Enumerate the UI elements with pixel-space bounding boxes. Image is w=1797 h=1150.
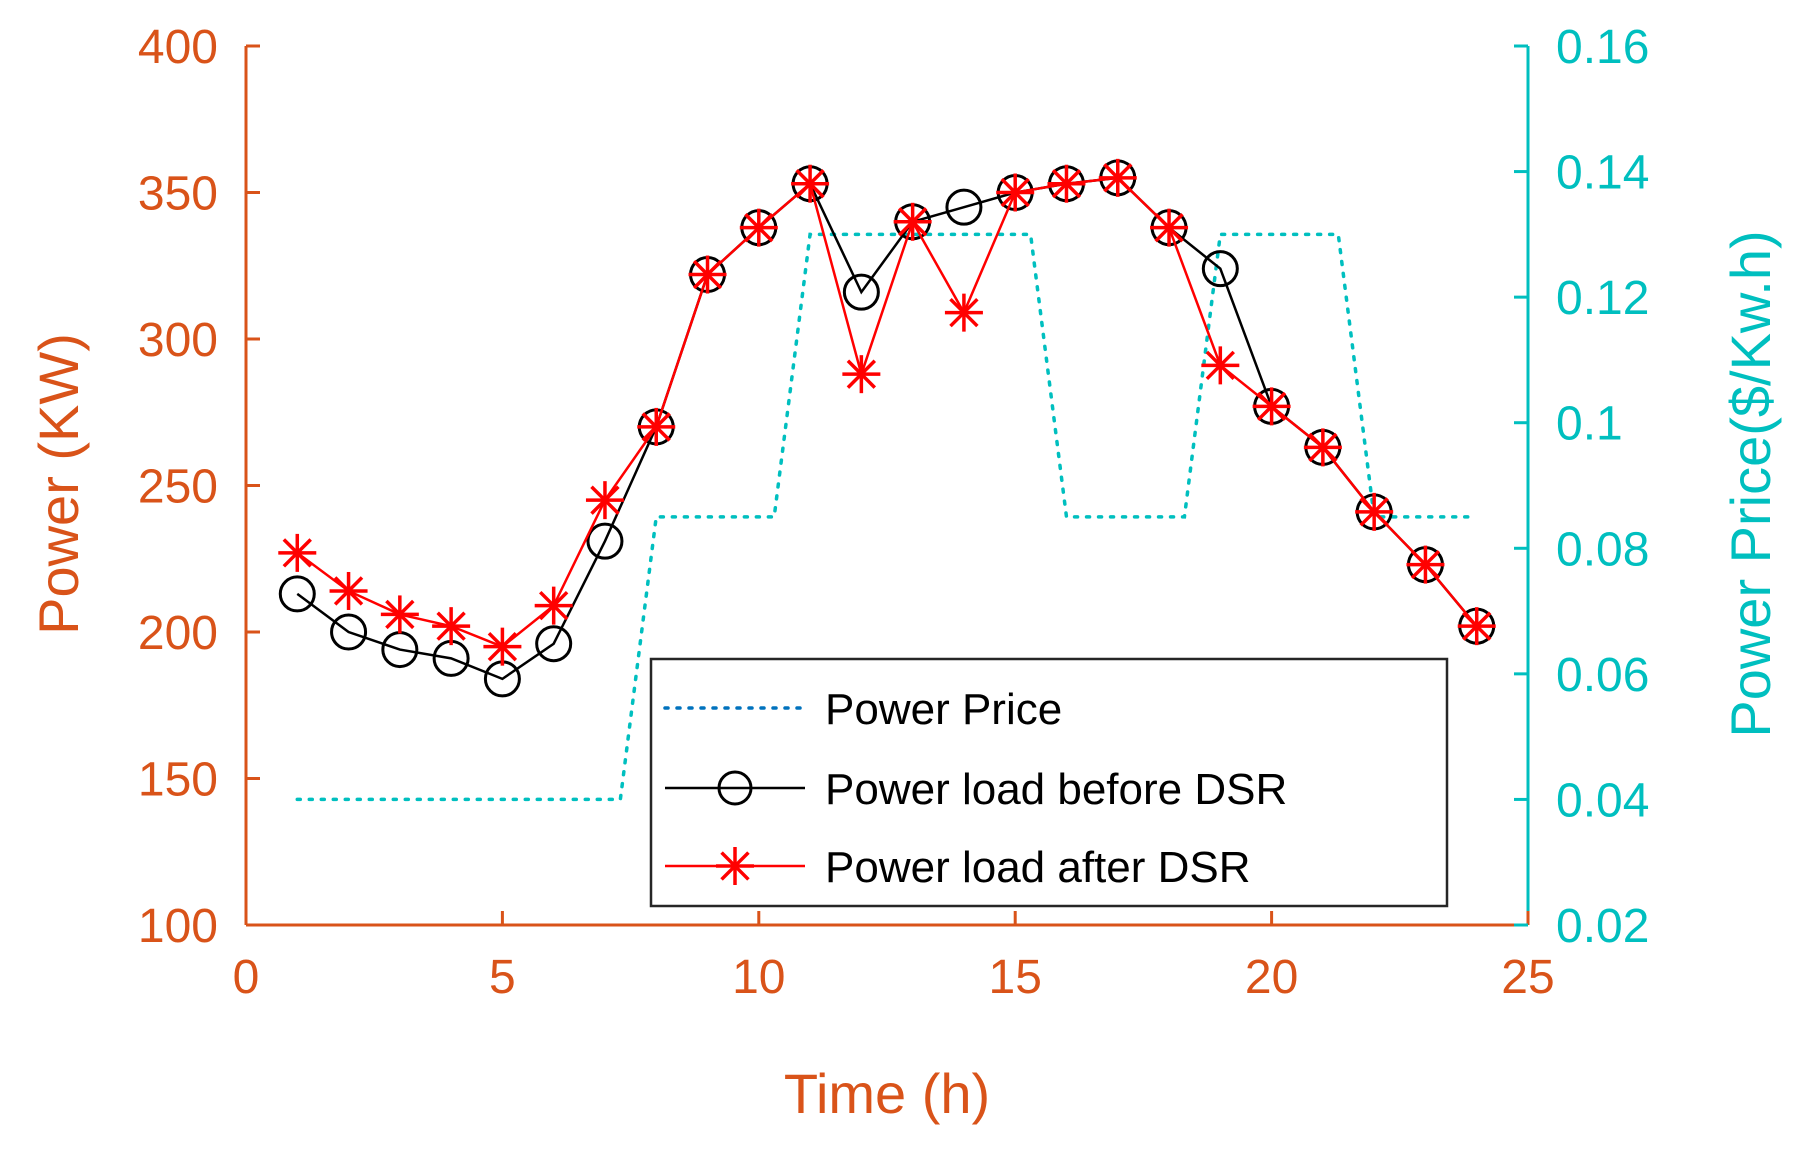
after-point — [1201, 346, 1240, 385]
after-point-stroke — [1462, 611, 1492, 641]
legend-price-label: Power Price — [825, 685, 1062, 734]
y-left-axis-title: Power (KW) — [27, 333, 90, 635]
after-point — [380, 595, 419, 634]
after-line — [296, 176, 1478, 649]
after-point — [1150, 208, 1189, 247]
before-point — [330, 613, 368, 651]
after-series — [278, 158, 1496, 666]
after-point-stroke — [1256, 391, 1287, 422]
after-point — [791, 164, 830, 203]
after-point-stroke — [1308, 432, 1338, 463]
before-point — [586, 522, 624, 560]
after-point-stroke — [282, 538, 312, 568]
axes: 0 5 10 15 20 25 100 150 200 250 300 350 400 0.02 0.04 0… — [138, 21, 1650, 1004]
y-right-tick-label: 0.08 — [1556, 523, 1649, 576]
after-point-stroke — [1410, 549, 1441, 580]
after-point — [483, 627, 522, 666]
after-point — [637, 407, 676, 446]
before-point — [842, 273, 880, 311]
x-tick-label: 15 — [989, 951, 1042, 1004]
legend-after-marker — [716, 847, 754, 885]
y-right-tick-label: 0.04 — [1556, 774, 1649, 827]
y-left-tick-label: 300 — [138, 314, 218, 367]
y-right-tick-label: 0.16 — [1556, 21, 1649, 74]
after-point — [1252, 387, 1291, 426]
legend-before-marker — [717, 770, 753, 806]
y-left-tick-label: 200 — [138, 607, 218, 660]
after-point — [1406, 545, 1445, 584]
after-point-stroke — [436, 611, 466, 641]
x-tick-label: 25 — [1501, 951, 1554, 1004]
before-point — [1201, 250, 1239, 288]
after-point-stroke — [1205, 350, 1235, 381]
legend: Power Price Power load before DSR Power … — [649, 657, 1449, 908]
after-point — [329, 571, 368, 610]
after-point-stroke — [539, 590, 569, 621]
y-right-tick-label: 0.02 — [1556, 900, 1649, 953]
after-point — [842, 355, 881, 394]
y-right-tick-label: 0.1 — [1556, 398, 1623, 451]
x-tick-label: 5 — [489, 951, 516, 1004]
before-point — [278, 575, 316, 613]
after-point — [1457, 607, 1496, 646]
price-line — [295, 232, 1479, 802]
x-axis-title: Time (h) — [784, 1062, 990, 1125]
legend-after-asterisk-stroke — [720, 851, 750, 881]
after-point — [739, 208, 778, 247]
after-point — [534, 586, 573, 625]
after-point-stroke — [1359, 497, 1389, 527]
after-point-stroke — [692, 259, 723, 290]
after-point-stroke — [1154, 212, 1184, 243]
y-left-tick-label: 100 — [138, 900, 218, 953]
y-right-tick-label: 0.12 — [1556, 272, 1649, 325]
legend-after-label: Power load after DSR — [825, 843, 1251, 892]
after-point-stroke — [385, 599, 415, 630]
y-left-tick-label: 250 — [138, 461, 218, 514]
price-series — [295, 232, 1479, 802]
after-point — [1303, 428, 1342, 467]
after-point-stroke — [487, 631, 518, 662]
after-point-stroke — [590, 485, 620, 515]
after-point-stroke — [641, 412, 671, 442]
before-point — [535, 625, 573, 663]
after-point-stroke — [333, 576, 364, 606]
x-tick-label: 10 — [732, 951, 785, 1004]
after-point — [432, 607, 471, 646]
after-point — [1098, 158, 1137, 197]
after-point — [585, 481, 624, 520]
y-right-tick-label: 0.14 — [1556, 147, 1649, 200]
legend-before-label: Power load before DSR — [825, 765, 1287, 814]
after-point-stroke — [1103, 163, 1133, 193]
after-point-stroke — [1051, 169, 1082, 199]
after-point-stroke — [795, 169, 825, 199]
y-right-tick-label: 0.06 — [1556, 649, 1649, 702]
x-tick-label: 0 — [233, 951, 260, 1004]
before-point — [945, 188, 983, 226]
after-point — [278, 533, 317, 572]
after-point — [688, 255, 727, 294]
y-right-axis-title: Power Price($/Kw.h) — [1719, 230, 1782, 737]
after-point-stroke — [744, 212, 774, 243]
after-point — [1047, 164, 1086, 203]
y-left-tick-label: 400 — [138, 21, 218, 74]
y-left-tick-label: 150 — [138, 754, 218, 807]
x-tick-label: 20 — [1245, 951, 1298, 1004]
after-point — [1355, 492, 1394, 531]
after-point — [893, 202, 932, 241]
y-left-tick-label: 350 — [138, 168, 218, 221]
after-point-stroke — [897, 207, 928, 237]
after-point-stroke — [1000, 177, 1030, 208]
after-point-stroke — [846, 359, 877, 389]
after-point-stroke — [949, 297, 979, 328]
legend-after-asterisk — [716, 847, 754, 885]
after-point — [996, 173, 1035, 212]
after-point — [944, 293, 983, 332]
